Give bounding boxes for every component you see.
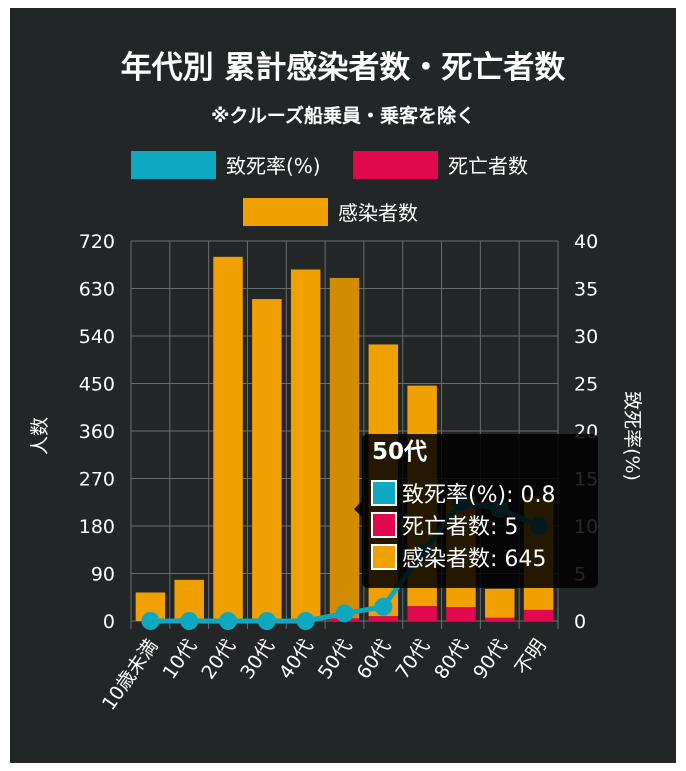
bar-cases [290,269,321,621]
legend-swatch-deaths[interactable] [353,151,438,179]
y-tick-label: 180 [79,516,115,538]
x-tick-label: 10代 [159,635,202,683]
tooltip-swatch-deaths [371,512,397,538]
y2-tick-label: 30 [574,326,598,348]
bar-deaths [523,609,554,621]
bar-deaths [485,617,515,621]
x-tick-label: 30代 [236,635,279,683]
tooltip-line-deaths: 死亡者数: 5 [402,515,518,540]
tooltip: 50代 致死率(%): 0.8 死亡者数: 5 感染者数: 645 [354,434,598,588]
fatality-point [335,604,354,623]
y-tick-label: 360 [79,421,115,443]
y-tick-label: 630 [79,279,115,301]
legend-swatch-fatality[interactable] [131,151,216,179]
x-tick-label: 不明 [511,635,551,679]
legend-label-cases[interactable]: 感染者数 [338,201,418,225]
tooltip-swatch-fatality [371,480,397,506]
tooltip-title: 50代 [372,439,427,465]
bar-deaths [407,606,437,621]
y2-tick-label: 35 [574,279,598,301]
x-tick-label: 60代 [353,635,396,683]
tooltip-line-fatality: 致死率(%): 0.8 [402,483,555,508]
tooltip-swatch-cases [371,544,397,570]
bar-deaths [368,616,399,621]
x-tick-label: 90代 [469,635,512,683]
y-tick-label: 0 [103,611,115,633]
y-tick-label: 270 [79,469,115,491]
y2-axis-title: 致死率(%) [621,391,643,481]
legend-label-deaths[interactable]: 死亡者数 [448,154,528,178]
x-tick-label: 70代 [391,635,434,683]
chart-title: 年代別 累計感染者数・死亡者数 [121,50,566,86]
fatality-point [141,612,160,630]
x-tick-label: 40代 [275,635,318,683]
legend-label-fatality[interactable]: 致死率(%) [226,154,321,178]
chart-panel: 年代別 累計感染者数・死亡者数 ※クルーズ船乗員・乗客を除く 致死率(%) 死亡… [10,8,676,763]
y-axis-title: 人数 [29,417,51,455]
bar-deaths [446,607,476,621]
y2-tick-label: 40 [574,231,598,253]
y2-tick-label: 25 [574,374,598,396]
fatality-point [180,612,199,630]
bar-cases [252,299,282,621]
tooltip-line-cases: 感染者数: 645 [402,547,546,572]
fatality-point [257,612,276,630]
bar-cases [213,256,243,621]
fatality-point [374,597,393,616]
y-tick-label: 540 [79,326,115,348]
chart-subtitle: ※クルーズ船乗員・乗客を除く [211,104,475,127]
x-tick-label: 50代 [314,635,357,683]
y-tick-label: 450 [79,374,115,396]
bar-cases [329,277,360,619]
legend-swatch-cases[interactable] [243,198,328,226]
chart-svg: 年代別 累計感染者数・死亡者数 ※クルーズ船乗員・乗客を除く 致死率(%) 死亡… [29,50,643,714]
y-tick-label: 90 [91,564,115,586]
y-tick-label: 720 [79,231,115,253]
x-tick-label: 80代 [430,635,473,683]
y-ticks: 720 630 540 450 360 270 180 90 0 [79,231,115,633]
legend: 致死率(%) 死亡者数 感染者数 [131,151,528,226]
bar-cases [485,588,515,618]
y2-tick-label: 0 [574,611,586,633]
fatality-point [296,612,315,630]
x-tick-label: 10歳未満 [98,635,163,714]
fatality-point [219,612,238,630]
tooltip-box [354,434,598,588]
x-tick-label: 20代 [197,635,240,683]
